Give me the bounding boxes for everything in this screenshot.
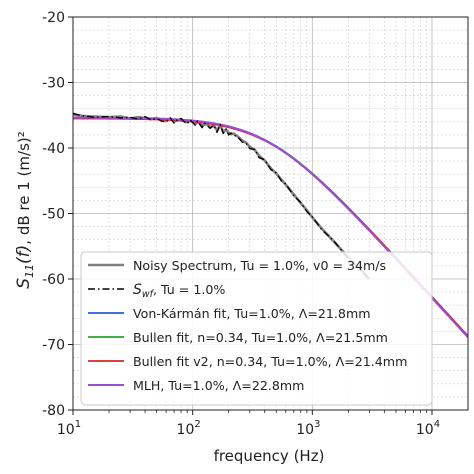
- y-tick-label: -70: [42, 338, 65, 354]
- legend-entry-swf: Swf, Tu = 1.0%: [88, 282, 225, 300]
- x-tick-label-base: 10: [416, 422, 434, 438]
- legend-label-von-karman: Von-Kármán fit, Tu=1.0%, Λ=21.8mm: [133, 306, 370, 321]
- legend-label-noisy-spectrum: Noisy Spectrum, Tu = 1.0%, v0 = 34m/s: [133, 258, 386, 273]
- legend-label-bullen-v2: Bullen fit v2, n=0.34, Tu=1.0%, Λ=21.4mm: [133, 354, 407, 369]
- y-axis-label-argument: (f): [14, 245, 34, 264]
- y-axis-label-units: , dB re 1 (m/s)²: [15, 131, 33, 244]
- legend-label-swf: Swf, Tu = 1.0%: [133, 282, 225, 300]
- legend-entry-mlh: MLH, Tu=1.0%, Λ=22.8mm: [88, 378, 304, 393]
- y-tick-label: -40: [42, 141, 65, 157]
- legend-label-bullen: Bullen fit, n=0.34, Tu=1.0%, Λ=21.5mm: [133, 330, 388, 345]
- x-tick-label: 104: [416, 419, 440, 438]
- y-tick-label: -30: [42, 76, 65, 92]
- y-axis-label: S11(f), dB re 1 (m/s)²: [14, 131, 36, 289]
- x-tick-label: 103: [296, 419, 320, 438]
- legend: Noisy Spectrum, Tu = 1.0%, v0 = 34m/s Sw…: [80, 251, 433, 406]
- legend-label-mlh: MLH, Tu=1.0%, Λ=22.8mm: [133, 378, 304, 393]
- legend-entry-bullen-v2: Bullen fit v2, n=0.34, Tu=1.0%, Λ=21.4mm: [88, 354, 407, 369]
- y-tick-label: -20: [42, 10, 65, 26]
- legend-label-swf-symbol: S: [133, 282, 142, 298]
- x-tick-label-exponent: 2: [194, 419, 200, 430]
- x-tick-label-base: 10: [296, 422, 314, 438]
- legend-label-swf-subscript: wf: [142, 289, 155, 300]
- legend-entry-bullen: Bullen fit, n=0.34, Tu=1.0%, Λ=21.5mm: [88, 330, 388, 345]
- legend-entry-von-karman: Von-Kármán fit, Tu=1.0%, Λ=21.8mm: [88, 306, 370, 321]
- y-tick-label: -50: [42, 207, 65, 223]
- legend-label-swf-text: , Tu = 1.0%: [153, 282, 225, 297]
- x-tick-label-exponent: 3: [314, 419, 320, 430]
- legend-entry-noisy-spectrum: Noisy Spectrum, Tu = 1.0%, v0 = 34m/s: [88, 258, 386, 273]
- legend-box: [80, 251, 433, 406]
- x-tick-label-exponent: 4: [434, 419, 440, 430]
- x-tick-label-base: 10: [57, 422, 75, 438]
- y-tick-label: -80: [42, 403, 65, 419]
- x-axis-label: frequency (Hz): [214, 447, 325, 465]
- y-tick-label: -60: [42, 272, 65, 288]
- y-axis-label-subscript: 11: [23, 264, 36, 278]
- y-axis-label-symbol: S: [14, 278, 34, 289]
- axis-ticks: 101 102 103 104-20-30-40-50-60-70-80: [42, 10, 440, 438]
- x-tick-label-base: 10: [177, 422, 195, 438]
- x-tick-label: 101: [57, 419, 81, 438]
- x-tick-label-exponent: 1: [75, 419, 81, 430]
- x-tick-label: 102: [177, 419, 201, 438]
